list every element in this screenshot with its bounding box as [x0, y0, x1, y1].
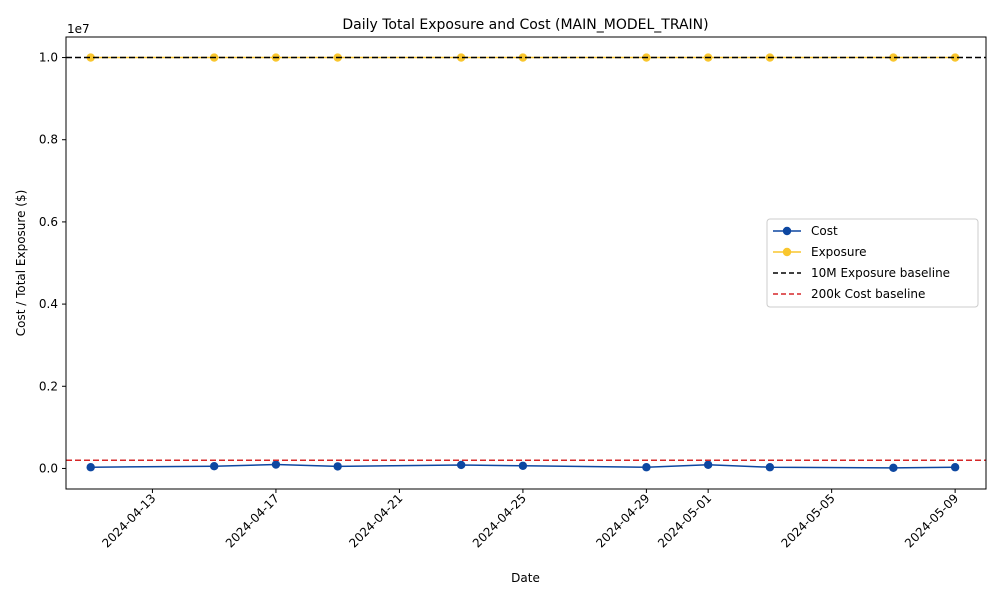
chart-title: Daily Total Exposure and Cost (MAIN_MODE… [342, 17, 708, 33]
legend: Cost Exposure 10M Exposure baseline 200k Co… [766, 218, 979, 308]
cost-data-point [86, 463, 95, 472]
cost-data-point [642, 463, 651, 472]
legend-label-exposure: Exposure [811, 245, 867, 259]
y-tick-label: 0.0 [39, 461, 58, 475]
x-tick-label: 2024-05-05 [779, 491, 838, 550]
x-tick-label: 2024-04-17 [223, 491, 282, 550]
y-tick-label: 0.8 [39, 133, 58, 147]
cost-data-point [456, 460, 466, 470]
x-tick-label: 2024-04-25 [470, 491, 529, 550]
legend-label-cost: Cost [811, 224, 838, 238]
exposure-data-point [950, 53, 960, 62]
legend-box [766, 218, 979, 308]
legend-marker-exposure [782, 247, 792, 257]
legend-label-200k-cost-baseline: 200k Cost baseline [811, 287, 925, 301]
cost-data-point [703, 460, 713, 469]
x-tick-label: 2024-04-21 [346, 491, 405, 550]
x-axis-label: Date [511, 571, 540, 585]
exposure-data-point [889, 53, 898, 62]
cost-data-point [950, 463, 960, 472]
y-tick-label: 0.4 [39, 297, 58, 311]
x-tick-label: 2024-05-01 [655, 491, 714, 550]
cost-data-point [765, 463, 775, 472]
legend-marker-cost [782, 226, 792, 236]
cost-data-point [271, 460, 281, 469]
y-tick-label: 0.6 [39, 215, 58, 229]
exposure-data-point [86, 53, 95, 62]
y-tick-label: 0.2 [39, 379, 58, 393]
y-axis-label: Cost / Total Exposure ($) [14, 190, 28, 337]
y-axis-multiplier: 1e7 [67, 22, 90, 36]
plot-frame [65, 36, 987, 490]
exposure-data-point [518, 53, 528, 62]
y-tick-label: 1.0 [39, 51, 58, 65]
x-tick-label: 2024-04-29 [593, 491, 652, 550]
cost-data-point [889, 463, 898, 473]
plot-area [66, 53, 986, 473]
x-tick-label: 2024-04-13 [99, 491, 158, 550]
legend-label-10m-exposure-baseline: 10M Exposure baseline [811, 266, 950, 280]
cost-data-point [333, 462, 342, 471]
exposure-data-point [456, 53, 466, 62]
cost-data-point [518, 461, 528, 470]
cost-data-point [209, 461, 219, 471]
x-tick-label: 2024-05-09 [902, 491, 961, 550]
